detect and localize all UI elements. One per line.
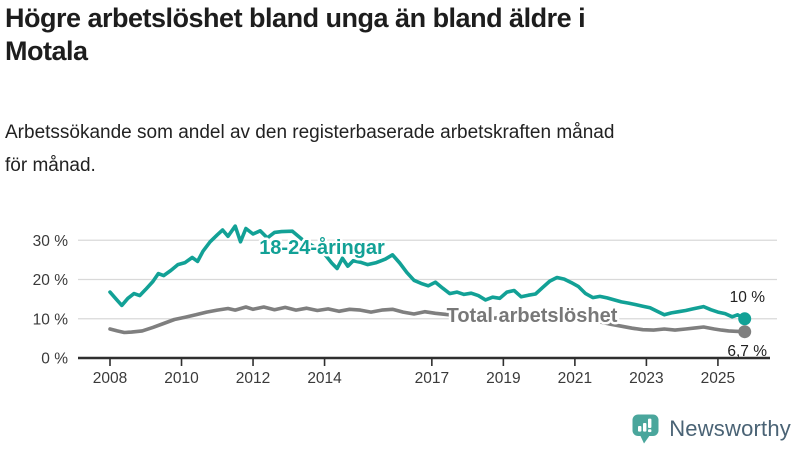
y-axis-tick-label: 20 %: [33, 272, 69, 289]
bar-chart-bubble-icon: [632, 414, 659, 444]
page-title: Högre arbetslöshet bland unga än bland ä…: [5, 3, 586, 66]
series-end-value-total: 6,7 %: [727, 343, 767, 360]
chart-subtitle: Arbetssökande som andel av den registerb…: [5, 122, 615, 176]
series-end-dot-youth: [738, 312, 752, 326]
series-end-value-youth: 10 %: [730, 289, 766, 306]
x-axis-tick-label: 2025: [701, 370, 735, 387]
brand-name: Newsworthy: [669, 416, 791, 441]
x-axis-tick-label: 2021: [558, 370, 592, 387]
newsworthy-logo[interactable]: Newsworthy: [631, 413, 791, 445]
series-line-youth: [108, 224, 747, 321]
x-axis-tick-label: 2019: [486, 370, 520, 387]
series-line-total: [108, 305, 747, 335]
x-axis-tick-label: 2008: [93, 370, 127, 387]
x-axis-tick-label: 2017: [415, 370, 449, 387]
y-axis-tick-label: 10 %: [33, 311, 69, 328]
x-axis-tick-label: 2014: [307, 370, 342, 387]
y-axis-tick-label: 30 %: [33, 233, 69, 250]
series-label-youth: 18-24-åringar: [259, 236, 385, 259]
series-label-total: Total arbetslöshet: [447, 305, 618, 327]
x-axis-tick-label: 2012: [236, 370, 270, 387]
x-axis-tick-label: 2023: [629, 370, 663, 387]
x-axis-tick-label: 2010: [164, 370, 199, 387]
series-end-dot-total: [738, 325, 752, 339]
y-axis-tick-label: 0 %: [41, 351, 68, 368]
